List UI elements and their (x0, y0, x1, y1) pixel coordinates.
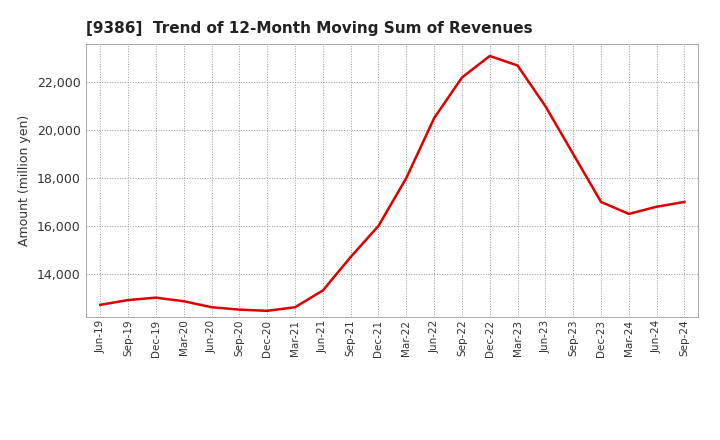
Y-axis label: Amount (million yen): Amount (million yen) (19, 115, 32, 246)
Text: [9386]  Trend of 12-Month Moving Sum of Revenues: [9386] Trend of 12-Month Moving Sum of R… (86, 21, 533, 36)
